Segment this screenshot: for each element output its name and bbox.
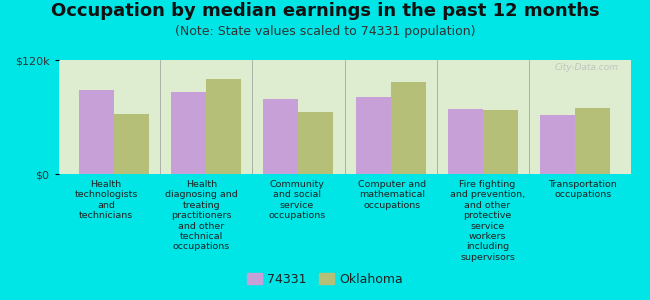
Text: (Note: State values scaled to 74331 population): (Note: State values scaled to 74331 popu… bbox=[175, 26, 475, 38]
Bar bbox=[448, 110, 483, 174]
Text: Health
technologists
and
technicians: Health technologists and technicians bbox=[75, 180, 138, 220]
Text: City-Data.com: City-Data.com bbox=[555, 63, 619, 72]
Bar bbox=[114, 114, 149, 174]
Bar bbox=[483, 110, 518, 174]
Bar bbox=[298, 112, 333, 174]
Text: Computer and
mathematical
occupations: Computer and mathematical occupations bbox=[358, 180, 426, 210]
Text: Transportation
occupations: Transportation occupations bbox=[549, 180, 618, 200]
Legend: 74331, Oklahoma: 74331, Oklahoma bbox=[242, 268, 408, 291]
Bar bbox=[356, 97, 391, 174]
Bar bbox=[575, 107, 610, 174]
Bar bbox=[79, 90, 114, 174]
Bar bbox=[171, 92, 206, 174]
Text: Health
diagnosing and
treating
practitioners
and other
technical
occupations: Health diagnosing and treating practitio… bbox=[165, 180, 238, 251]
Bar bbox=[540, 115, 575, 174]
Text: Fire fighting
and prevention,
and other
protective
service
workers
including
sup: Fire fighting and prevention, and other … bbox=[450, 180, 525, 262]
Bar bbox=[206, 79, 241, 174]
Bar bbox=[263, 99, 298, 174]
Text: Community
and social
service
occupations: Community and social service occupations bbox=[268, 180, 326, 220]
Bar bbox=[391, 82, 426, 174]
Text: Occupation by median earnings in the past 12 months: Occupation by median earnings in the pas… bbox=[51, 2, 599, 20]
